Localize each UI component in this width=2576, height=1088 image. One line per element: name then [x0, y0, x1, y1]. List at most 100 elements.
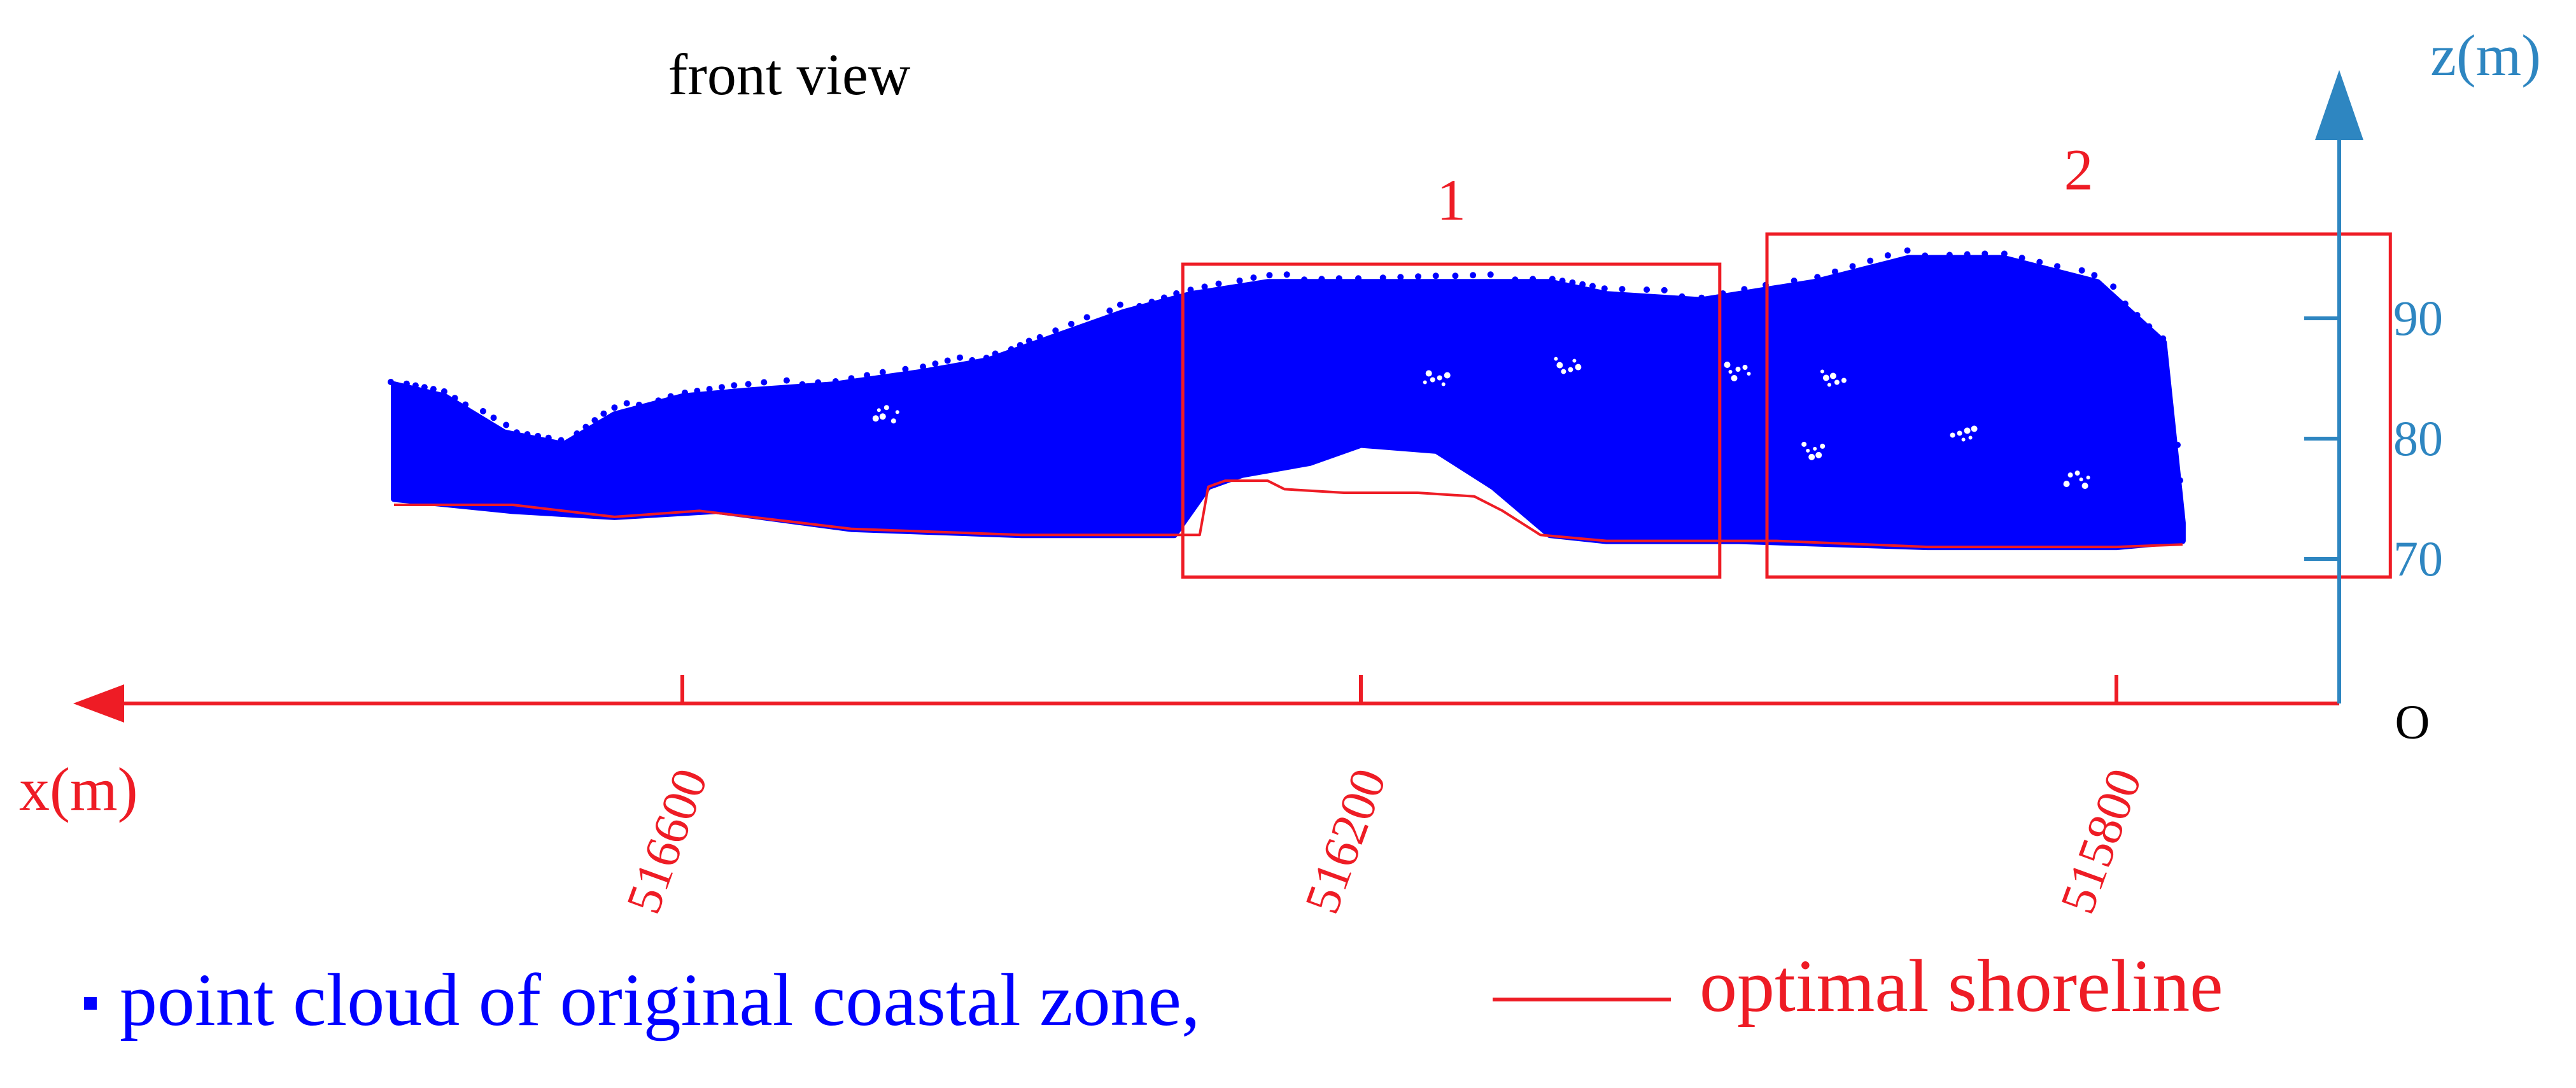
point-cloud-gap — [1822, 374, 1829, 381]
z-tick-label-80: 80 — [2393, 411, 2443, 466]
point-cloud-gap — [1728, 370, 1733, 374]
axes — [73, 70, 2363, 723]
point-cloud-speckle — [1250, 274, 1257, 281]
point-cloud-speckle — [1698, 294, 1705, 301]
point-cloud-speckle — [1643, 286, 1650, 293]
point-cloud-speckle — [1452, 272, 1459, 279]
point-cloud-speckle — [902, 365, 909, 372]
point-cloud-gap — [1806, 448, 1810, 453]
point-cloud-gap — [1820, 443, 1826, 449]
point-cloud-speckle — [879, 369, 886, 376]
point-cloud-layer — [388, 247, 2186, 551]
point-cloud-speckle — [403, 380, 410, 387]
point-cloud-gap — [1444, 372, 1451, 379]
point-cloud-gap — [1968, 435, 1973, 440]
point-cloud-speckle — [1397, 274, 1404, 281]
point-cloud-speckle — [513, 429, 520, 436]
point-cloud-gap — [1561, 369, 1566, 374]
point-cloud-gap — [1742, 365, 1748, 370]
point-cloud-speckle — [451, 395, 458, 402]
point-cloud-speckle — [799, 381, 806, 388]
point-cloud-gap — [1430, 377, 1435, 383]
point-cloud-speckle — [1904, 247, 1911, 254]
point-cloud-speckle — [582, 423, 589, 430]
point-cloud-speckle — [1589, 283, 1596, 290]
point-cloud-gap — [872, 415, 879, 422]
point-cloud-speckle — [761, 379, 768, 386]
point-cloud-speckle — [1068, 320, 1074, 327]
point-cloud-speckle — [1579, 281, 1586, 288]
point-cloud-speckle — [2165, 406, 2172, 413]
point-cloud-gap — [2081, 483, 2088, 490]
point-cloud-speckle — [1148, 299, 1155, 306]
point-cloud-gap — [1731, 375, 1738, 381]
point-cloud-speckle — [731, 382, 738, 389]
point-cloud-speckle — [430, 386, 437, 393]
point-cloud-speckle — [969, 357, 976, 364]
point-cloud-speckle — [503, 421, 510, 428]
point-cloud-speckle — [636, 401, 642, 408]
point-cloud-gap — [1572, 358, 1577, 363]
point-cloud-speckle — [1379, 274, 1386, 281]
point-cloud-speckle — [2091, 272, 2098, 279]
point-cloud-speckle — [1559, 278, 1566, 285]
point-cloud-speckle — [1470, 272, 1477, 279]
point-cloud-speckle — [1187, 286, 1194, 293]
point-cloud-speckle — [2162, 371, 2169, 378]
point-cloud-speckle — [2146, 323, 2153, 330]
point-cloud-speckle — [783, 377, 790, 384]
point-cloud-speckle — [1355, 275, 1362, 282]
point-cloud-speckle — [2134, 312, 2141, 318]
legend: point cloud of original coastal zone, op… — [84, 944, 2223, 1042]
point-cloud-speckle — [1601, 285, 1608, 292]
point-cloud-speckle — [1849, 263, 1856, 270]
point-cloud-gap — [883, 405, 889, 411]
point-cloud-speckle — [920, 364, 927, 370]
point-cloud-gap — [1950, 432, 1955, 438]
point-cloud-speckle — [2176, 477, 2183, 484]
point-cloud-gap — [1971, 425, 1978, 432]
point-cloud-speckle — [412, 382, 419, 389]
point-cloud-gap — [876, 408, 881, 413]
point-cloud-speckle — [1083, 314, 1090, 321]
point-cloud-speckle — [2174, 441, 2181, 448]
point-cloud-speckle — [957, 354, 964, 361]
point-cloud-speckle — [524, 431, 531, 438]
point-cloud-speckle — [1301, 276, 1308, 283]
legend-shoreline-label: optimal shoreline — [1700, 944, 2223, 1028]
point-cloud-speckle — [2036, 258, 2043, 265]
point-cloud-speckle — [848, 375, 855, 382]
point-cloud-speckle — [832, 378, 839, 385]
point-cloud-gap — [1568, 367, 1573, 372]
point-cloud-speckle — [655, 397, 662, 404]
point-cloud-speckle — [1549, 276, 1556, 283]
point-cloud-speckle — [1661, 286, 1668, 293]
point-cloud-speckle — [462, 401, 469, 408]
point-cloud-speckle — [1215, 280, 1222, 287]
point-cloud-gap — [1834, 379, 1840, 385]
point-cloud-speckle — [1619, 286, 1626, 293]
point-cloud-gap — [1841, 378, 1847, 383]
point-cloud-gap — [1554, 357, 1558, 361]
point-cloud-speckle — [600, 410, 607, 417]
point-cloud-gap — [1961, 437, 1966, 442]
point-cloud-gaps — [872, 357, 2090, 490]
region-box-1 — [1181, 262, 1722, 579]
x-tick-label-516200: 516200 — [1293, 761, 1397, 921]
point-cloud-speckle — [667, 393, 674, 400]
point-cloud-speckle — [1964, 251, 1971, 258]
point-cloud-gap — [1801, 441, 1807, 447]
point-cloud-speckle — [1922, 252, 1929, 259]
point-cloud-silhouette — [391, 255, 2186, 551]
point-cloud-speckle — [1569, 279, 1576, 286]
point-cloud-speckle — [1283, 271, 1290, 278]
point-cloud-speckle — [1814, 274, 1821, 281]
region-box-2 — [1765, 232, 2392, 579]
point-cloud-speckle — [1831, 268, 1838, 275]
point-cloud-speckle — [2160, 335, 2167, 342]
point-cloud-gap — [1575, 364, 1582, 371]
z-axis-arrow — [2315, 70, 2363, 140]
origin-label: O — [2395, 696, 2430, 749]
point-cloud-speckle — [719, 384, 725, 391]
